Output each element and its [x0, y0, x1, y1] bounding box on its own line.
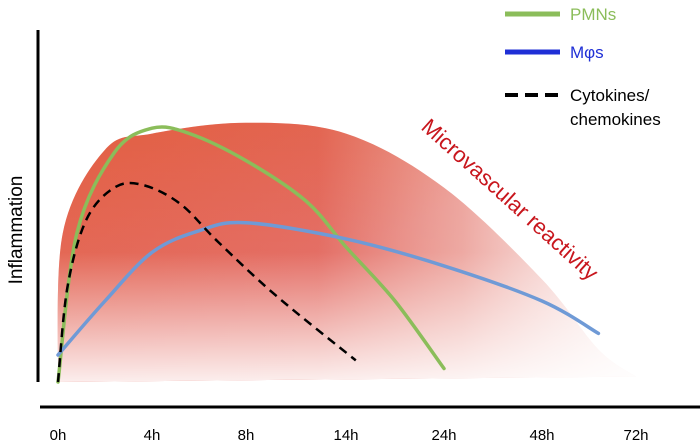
x-tick-label: 0h	[50, 427, 67, 444]
legend-label-line2: chemokines	[570, 110, 661, 129]
series-line-0	[56, 125, 446, 384]
legend-label: Cytokines/	[570, 86, 650, 105]
series-line-1	[56, 220, 601, 357]
legend-label: Mφs	[570, 43, 604, 62]
x-tick-label: 24h	[431, 427, 456, 444]
series-line-2	[56, 181, 357, 383]
area-fade	[57, 122, 636, 383]
x-tick-label: 8h	[238, 427, 255, 444]
x-tick-label: 14h	[333, 427, 358, 444]
y-axis-label: Inflammation	[6, 176, 27, 285]
x-tick-label: 48h	[529, 427, 554, 444]
legend-label: PMNs	[570, 5, 616, 24]
x-tick-label: 4h	[144, 427, 161, 444]
x-tick-label: 72h	[623, 427, 648, 444]
